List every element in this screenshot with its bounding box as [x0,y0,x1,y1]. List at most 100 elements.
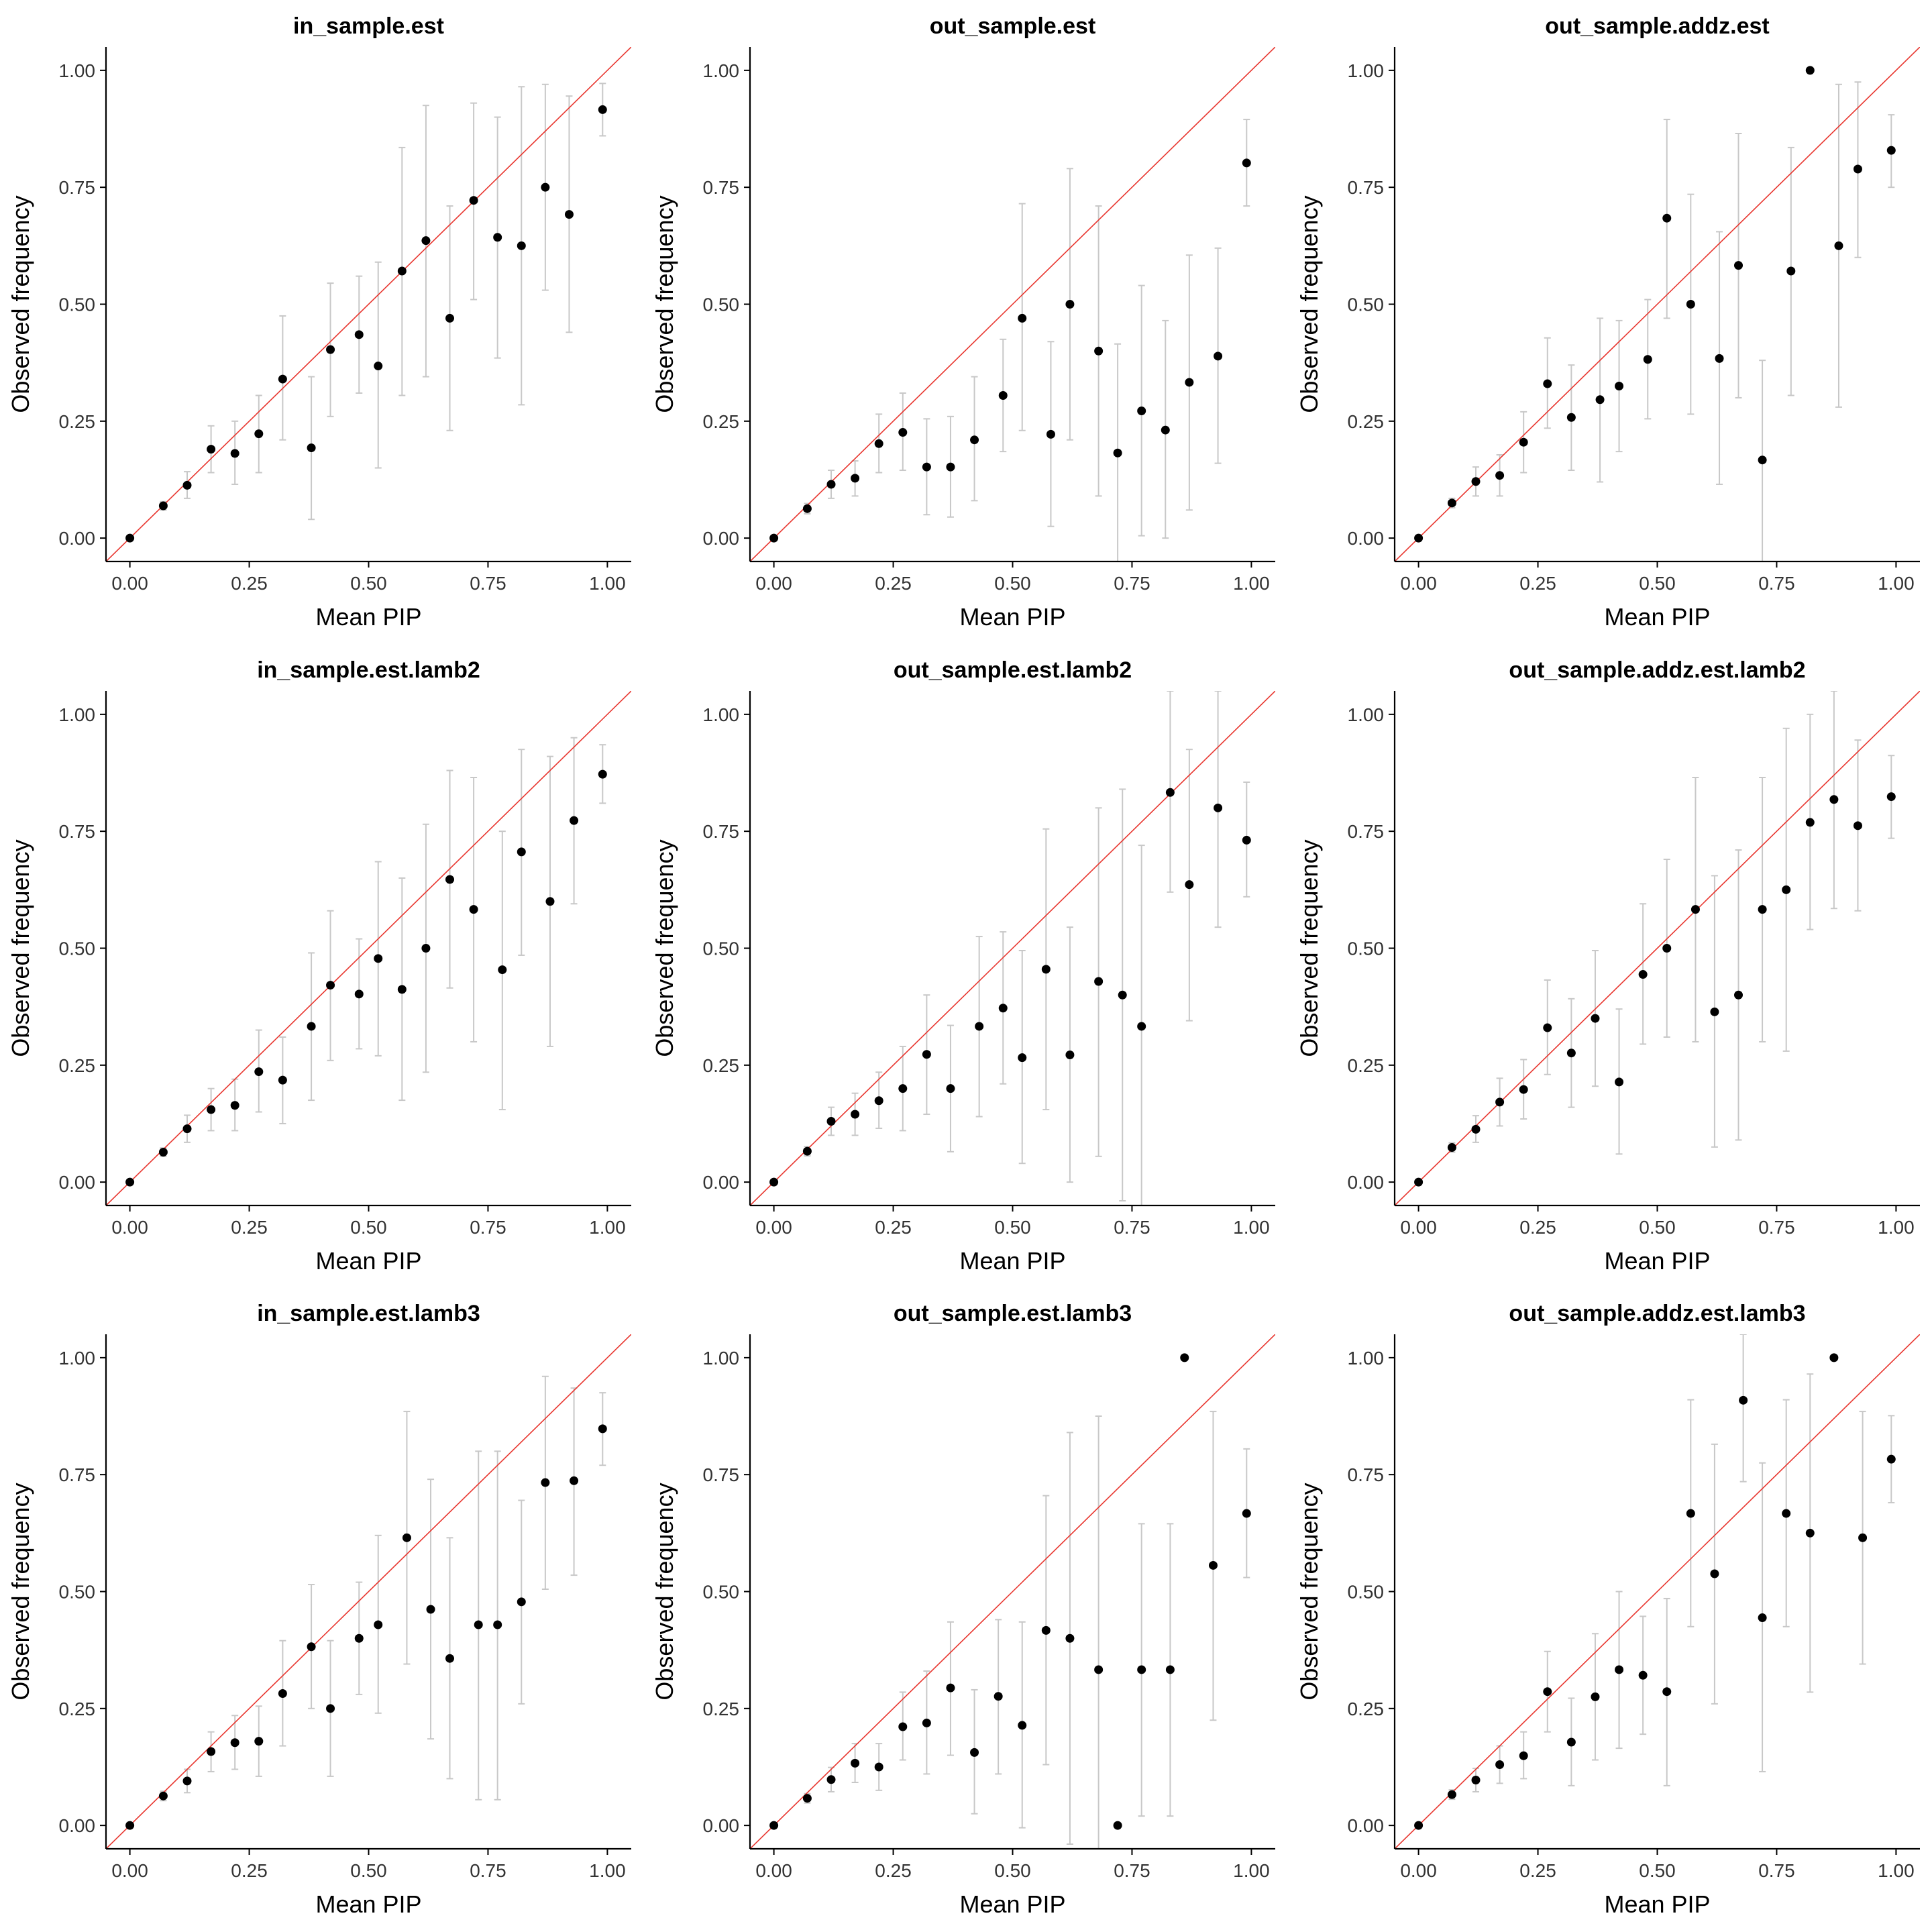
y-tick-label: 0.75 [703,821,740,842]
y-tick-label: 0.25 [1348,411,1385,432]
y-tick-label: 1.00 [1348,704,1385,725]
data-point [1710,1007,1719,1016]
data-point [1414,533,1424,543]
data-point [898,428,908,437]
data-point [826,1775,836,1784]
data-point [469,196,478,205]
data-point [975,1022,984,1031]
y-tick-label: 1.00 [59,704,96,725]
x-tick-label: 0.25 [1519,573,1556,594]
x-tick-label: 1.00 [1878,573,1915,594]
y-tick-label: 0.00 [703,1815,740,1836]
panel-title: out_sample.est [930,13,1096,39]
data-point [493,233,502,242]
data-point [1853,164,1862,174]
y-tick-label: 0.75 [59,1464,96,1485]
x-tick-label: 1.00 [1233,1217,1270,1238]
data-point [851,1758,860,1768]
y-tick-label: 0.50 [703,938,740,959]
y-tick-label: 0.50 [1348,294,1385,315]
errorbars [804,691,1250,1205]
y-tick-label: 1.00 [703,1348,740,1368]
data-point [182,1776,192,1786]
data-point [1519,1085,1528,1094]
y-tick-label: 0.00 [703,528,740,549]
data-point [802,1146,812,1156]
data-point [1414,1177,1424,1187]
data-point [374,954,383,963]
data-point [374,362,383,371]
data-point [498,965,507,975]
data-point [374,1620,383,1629]
data-point [1094,977,1104,986]
data-point [1734,990,1743,1000]
data-point [598,105,607,114]
data-point [1543,1023,1552,1032]
data-point [1782,885,1791,894]
y-tick-label: 0.25 [59,1699,96,1719]
data-point [1018,1053,1027,1063]
data-point [426,1605,435,1614]
y-tick-label: 0.00 [1348,1172,1385,1193]
data-point [1739,1395,1748,1405]
data-point [1566,413,1576,422]
data-point [1829,1353,1839,1362]
errorbars [1448,1334,1895,1801]
data-point [545,897,555,906]
data-point [1638,1670,1648,1680]
data-point [421,236,431,246]
data-point [1566,1049,1576,1058]
data-point [1834,241,1843,250]
y-tick-label: 0.50 [59,938,96,959]
y-tick-label: 0.00 [59,528,96,549]
y-tick-label: 0.75 [1348,177,1385,198]
y-axis-label: Observed frequency [7,839,34,1057]
data-point [445,1654,455,1663]
y-tick-label: 0.25 [703,1055,740,1076]
y-tick-label: 0.25 [703,411,740,432]
data-point [182,480,192,490]
data-point [1185,378,1194,387]
data-point [1165,1665,1175,1674]
data-point [1662,944,1672,953]
x-tick-label: 0.25 [875,1217,912,1238]
y-tick-label: 1.00 [59,1348,96,1368]
x-tick-label: 0.00 [1400,1860,1437,1881]
data-point [826,1116,836,1126]
data-point [922,462,931,472]
data-point [1886,146,1896,155]
y-tick-label: 0.50 [1348,938,1385,959]
data-point [1495,1097,1505,1107]
y-tick-label: 1.00 [703,60,740,81]
y-axis-label: Observed frequency [651,195,678,413]
x-tick-label: 0.00 [111,573,148,594]
data-point [769,533,779,543]
x-tick-label: 0.25 [875,573,912,594]
data-point [278,1075,287,1085]
data-point [1214,352,1223,361]
data-point [922,1718,931,1727]
data-point [1886,792,1896,802]
data-point [207,1105,216,1114]
data-point [1662,1687,1672,1697]
panel-5: out_sample.est.lamb2 0.00 0.00 0.25 0.25 0.50… [651,657,1275,1275]
x-axis-label: Mean PIP [959,603,1065,631]
data-point [570,1476,579,1485]
x-tick-label: 0.50 [350,1217,387,1238]
data-point [1447,498,1456,508]
data-point [1137,406,1146,415]
data-point [570,816,579,825]
errorbars [1448,691,1895,1155]
panel-title: in_sample.est.lamb2 [257,657,480,683]
data-point [1471,1776,1481,1785]
y-tick-label: 0.75 [1348,821,1385,842]
x-tick-label: 0.00 [755,1217,792,1238]
data-point [564,210,574,219]
x-tick-label: 0.75 [470,573,506,594]
y-tick-label: 0.25 [59,1055,96,1076]
data-point [1471,1124,1481,1134]
panel-1: in_sample.est 0.00 0.00 0.25 0.25 0.50 0.50 0.7… [7,13,631,631]
reference-line [106,1334,631,1849]
x-tick-label: 1.00 [1878,1217,1915,1238]
